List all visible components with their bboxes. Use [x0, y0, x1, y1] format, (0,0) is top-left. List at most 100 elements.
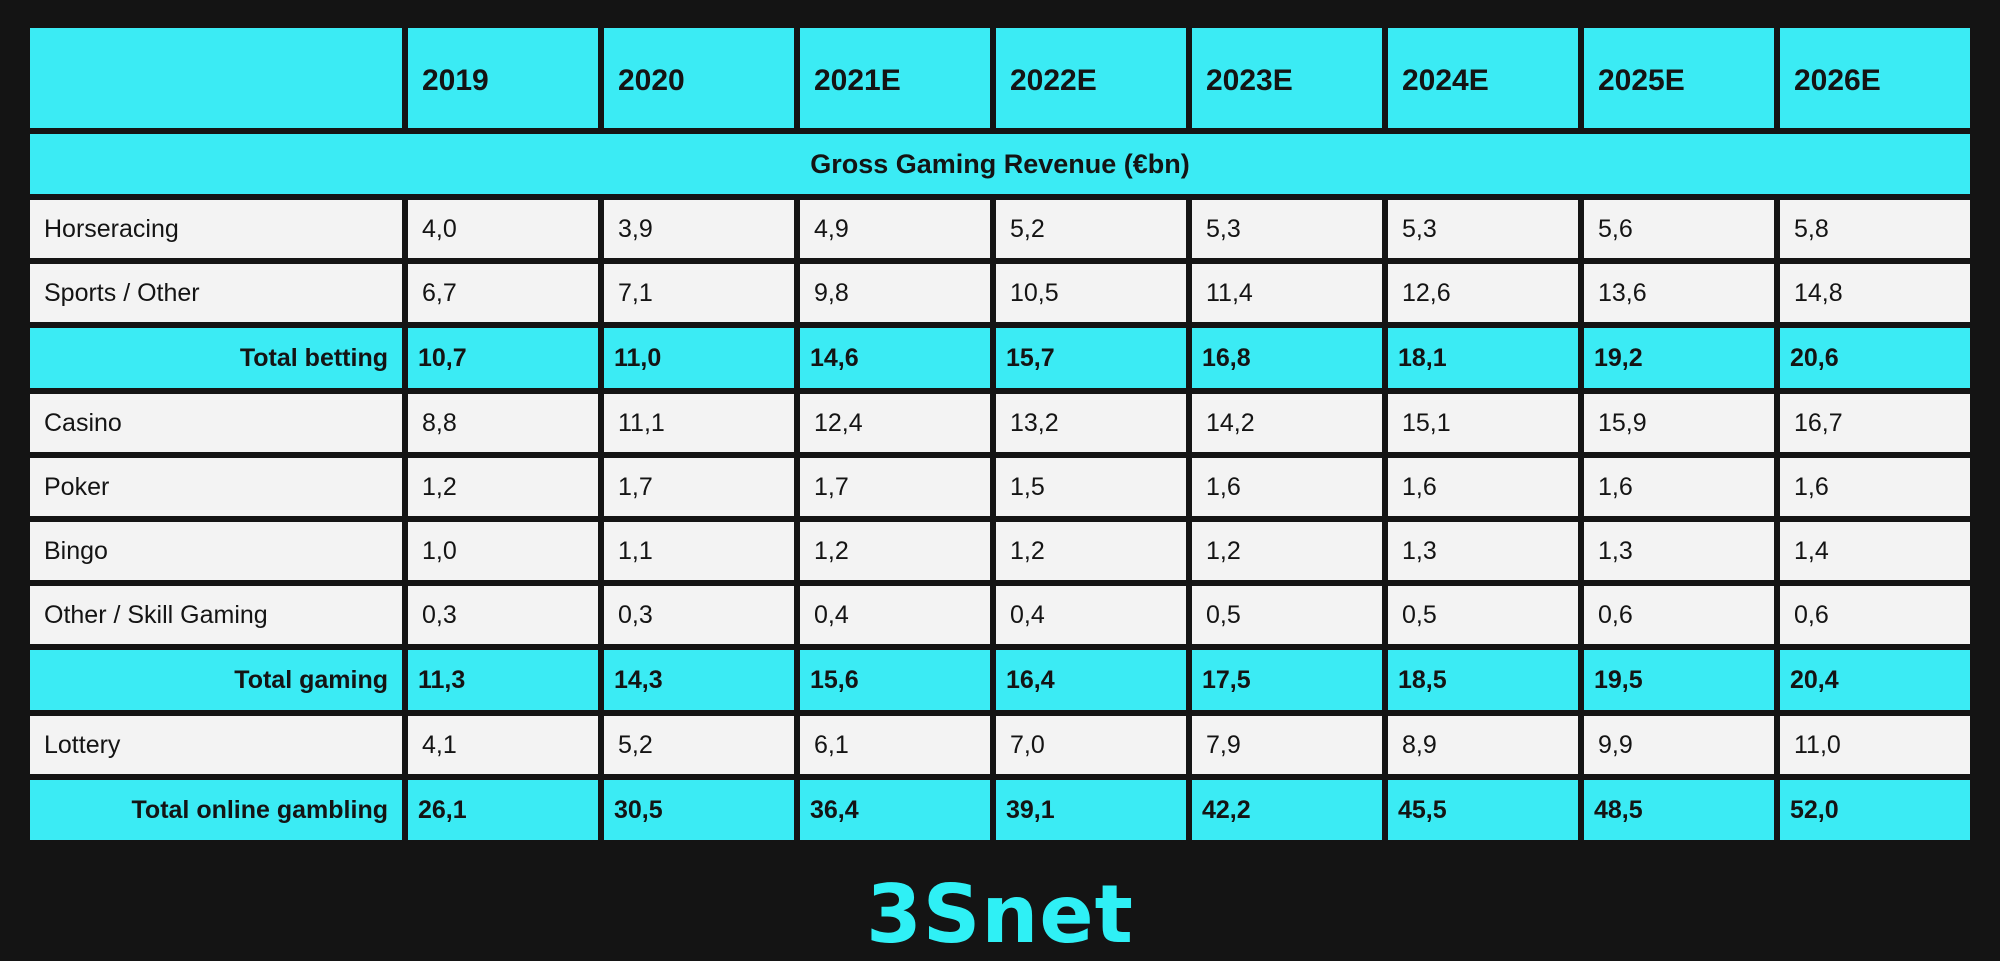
cell-bingo-2023e: 1,2: [1192, 522, 1382, 580]
cell-other-skill-gaming-2026e: 0,6: [1780, 586, 1970, 644]
row-label-total-online-gambling: Total online gambling: [30, 780, 402, 840]
cell-casino-2026e: 16,7: [1780, 394, 1970, 452]
cell-other-skill-gaming-2023e: 0,5: [1192, 586, 1382, 644]
cell-sports-other-2024e: 12,6: [1388, 264, 1578, 322]
cell-sports-other-2020: 7,1: [604, 264, 794, 322]
cell-total-betting-2025e: 19,2: [1584, 328, 1774, 388]
cell-total-betting-2024e: 18,1: [1388, 328, 1578, 388]
cell-total-gaming-2020: 14,3: [604, 650, 794, 710]
cell-total-online-gambling-2022e: 39,1: [996, 780, 1186, 840]
cell-total-online-gambling-2024e: 45,5: [1388, 780, 1578, 840]
cell-casino-2024e: 15,1: [1388, 394, 1578, 452]
cell-poker-2019: 1,2: [408, 458, 598, 516]
cell-bingo-2020: 1,1: [604, 522, 794, 580]
cell-other-skill-gaming-2025e: 0,6: [1584, 586, 1774, 644]
cell-other-skill-gaming-2020: 0,3: [604, 586, 794, 644]
cell-total-betting-2023e: 16,8: [1192, 328, 1382, 388]
cell-total-online-gambling-2019: 26,1: [408, 780, 598, 840]
cell-bingo-2025e: 1,3: [1584, 522, 1774, 580]
row-label-lottery: Lottery: [30, 716, 402, 774]
row-label-total-betting: Total betting: [30, 328, 402, 388]
cell-casino-2021e: 12,4: [800, 394, 990, 452]
cell-bingo-2019: 1,0: [408, 522, 598, 580]
cell-bingo-2026e: 1,4: [1780, 522, 1970, 580]
cell-total-online-gambling-2021e: 36,4: [800, 780, 990, 840]
column-header-2020: 2020: [604, 28, 794, 128]
cell-casino-2025e: 15,9: [1584, 394, 1774, 452]
cell-lottery-2024e: 8,9: [1388, 716, 1578, 774]
cell-horseracing-2022e: 5,2: [996, 200, 1186, 258]
cell-sports-other-2023e: 11,4: [1192, 264, 1382, 322]
row-label-total-gaming: Total gaming: [30, 650, 402, 710]
cell-total-gaming-2021e: 15,6: [800, 650, 990, 710]
table-title: Gross Gaming Revenue (€bn): [30, 134, 1970, 194]
cell-horseracing-2019: 4,0: [408, 200, 598, 258]
cell-sports-other-2026e: 14,8: [1780, 264, 1970, 322]
row-label-bingo: Bingo: [30, 522, 402, 580]
row-label-other-skill-gaming: Other / Skill Gaming: [30, 586, 402, 644]
cell-total-gaming-2025e: 19,5: [1584, 650, 1774, 710]
cell-bingo-2022e: 1,2: [996, 522, 1186, 580]
cell-horseracing-2024e: 5,3: [1388, 200, 1578, 258]
cell-lottery-2022e: 7,0: [996, 716, 1186, 774]
cell-lottery-2025e: 9,9: [1584, 716, 1774, 774]
row-label-poker: Poker: [30, 458, 402, 516]
cell-total-gaming-2026e: 20,4: [1780, 650, 1970, 710]
cell-casino-2019: 8,8: [408, 394, 598, 452]
column-header-2025e: 2025E: [1584, 28, 1774, 128]
cell-lottery-2019: 4,1: [408, 716, 598, 774]
cell-lottery-2023e: 7,9: [1192, 716, 1382, 774]
cell-horseracing-2025e: 5,6: [1584, 200, 1774, 258]
cell-poker-2024e: 1,6: [1388, 458, 1578, 516]
cell-horseracing-2026e: 5,8: [1780, 200, 1970, 258]
cell-total-gaming-2022e: 16,4: [996, 650, 1186, 710]
cell-total-betting-2019: 10,7: [408, 328, 598, 388]
row-label-horseracing: Horseracing: [30, 200, 402, 258]
cell-sports-other-2021e: 9,8: [800, 264, 990, 322]
cell-lottery-2021e: 6,1: [800, 716, 990, 774]
cell-total-gaming-2019: 11,3: [408, 650, 598, 710]
cell-total-online-gambling-2023e: 42,2: [1192, 780, 1382, 840]
cell-other-skill-gaming-2021e: 0,4: [800, 586, 990, 644]
cell-lottery-2026e: 11,0: [1780, 716, 1970, 774]
cell-lottery-2020: 5,2: [604, 716, 794, 774]
cell-horseracing-2023e: 5,3: [1192, 200, 1382, 258]
column-header-2026e: 2026E: [1780, 28, 1970, 128]
row-label-casino: Casino: [30, 394, 402, 452]
cell-horseracing-2020: 3,9: [604, 200, 794, 258]
revenue-table: 2019 2020 2021E 2022E 2023E 2024E 2025E 2026E Gr…: [30, 28, 1972, 840]
cell-total-betting-2021e: 14,6: [800, 328, 990, 388]
cell-casino-2023e: 14,2: [1192, 394, 1382, 452]
cell-other-skill-gaming-2022e: 0,4: [996, 586, 1186, 644]
cell-other-skill-gaming-2019: 0,3: [408, 586, 598, 644]
cell-total-online-gambling-2020: 30,5: [604, 780, 794, 840]
cell-bingo-2021e: 1,2: [800, 522, 990, 580]
cell-sports-other-2025e: 13,6: [1584, 264, 1774, 322]
cell-poker-2021e: 1,7: [800, 458, 990, 516]
cell-total-betting-2020: 11,0: [604, 328, 794, 388]
column-header-2024e: 2024E: [1388, 28, 1578, 128]
cell-poker-2026e: 1,6: [1780, 458, 1970, 516]
cell-sports-other-2022e: 10,5: [996, 264, 1186, 322]
cell-poker-2025e: 1,6: [1584, 458, 1774, 516]
column-header-2022e: 2022E: [996, 28, 1186, 128]
cell-casino-2022e: 13,2: [996, 394, 1186, 452]
cell-poker-2020: 1,7: [604, 458, 794, 516]
cell-poker-2022e: 1,5: [996, 458, 1186, 516]
cell-total-betting-2022e: 15,7: [996, 328, 1186, 388]
brand-logo: 3Snet: [866, 868, 1134, 961]
cell-total-online-gambling-2026e: 52,0: [1780, 780, 1970, 840]
cell-total-gaming-2024e: 18,5: [1388, 650, 1578, 710]
cell-casino-2020: 11,1: [604, 394, 794, 452]
column-header-2021e: 2021E: [800, 28, 990, 128]
cell-poker-2023e: 1,6: [1192, 458, 1382, 516]
column-header-2023e: 2023E: [1192, 28, 1382, 128]
header-corner-cell: [30, 28, 402, 128]
cell-total-gaming-2023e: 17,5: [1192, 650, 1382, 710]
cell-bingo-2024e: 1,3: [1388, 522, 1578, 580]
cell-sports-other-2019: 6,7: [408, 264, 598, 322]
row-label-sports-other: Sports / Other: [30, 264, 402, 322]
cell-other-skill-gaming-2024e: 0,5: [1388, 586, 1578, 644]
column-header-2019: 2019: [408, 28, 598, 128]
cell-total-betting-2026e: 20,6: [1780, 328, 1970, 388]
